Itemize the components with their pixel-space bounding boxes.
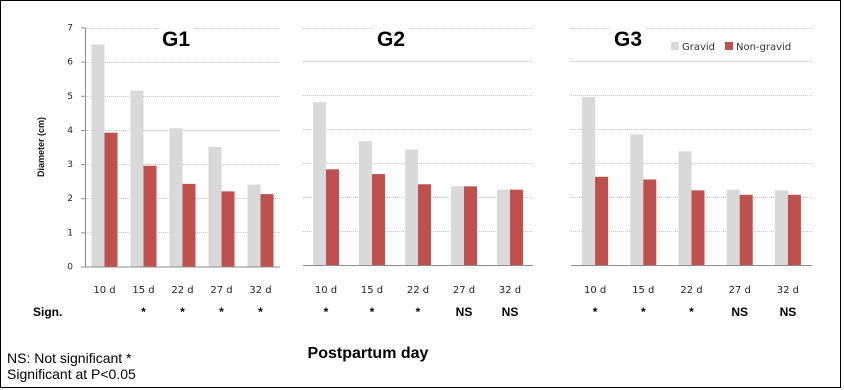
bar-g3-non-gravid	[739, 194, 753, 265]
significance-mark: NS	[456, 305, 473, 319]
bar-g2-non-gravid	[372, 174, 385, 265]
x-tick-label: 27 d	[729, 285, 751, 296]
bar-g3-non-gravid	[691, 190, 705, 265]
bar-g1-gravid	[247, 184, 261, 267]
bar-g2-gravid	[359, 141, 372, 265]
bar-g2-non-gravid	[464, 186, 477, 265]
bar-g1-gravid	[208, 147, 222, 267]
panel-title-background-g1	[157, 27, 195, 52]
bar-g2-non-gravid	[326, 169, 339, 265]
bar-g1-gravid	[91, 44, 105, 267]
panel-title-g2: G2	[377, 28, 405, 51]
significance-mark: NS	[502, 305, 519, 319]
significance-mark: *	[324, 305, 329, 319]
bar-g1-non-gravid	[221, 191, 235, 267]
x-tick-label: 32 d	[499, 285, 521, 296]
bar-g3-non-gravid	[787, 194, 801, 265]
bar-g3-non-gravid	[643, 179, 657, 265]
bar-g2-gravid	[497, 189, 510, 265]
x-tick-label: 22 d	[680, 285, 702, 296]
bar-g3-gravid	[582, 97, 596, 265]
y-tick-label: 2	[67, 194, 73, 204]
x-tick-label: 10 d	[93, 285, 115, 296]
bar-g2-gravid	[451, 186, 464, 265]
significance-mark: *	[641, 305, 646, 319]
bar-g2-gravid	[405, 149, 418, 265]
y-tick-label: 3	[67, 160, 73, 170]
bar-g2-gravid	[313, 102, 326, 266]
significance-mark: *	[689, 305, 694, 319]
legend: Gravid Non-gravid	[671, 42, 791, 53]
bar-g1-non-gravid	[104, 132, 118, 267]
bar-g1-non-gravid	[182, 183, 196, 267]
panel-g1: 0 1 2 3 4 5 6 7 Diameter (cm) 10 d 15 d * 22 d * 27 d *…	[36, 24, 280, 319]
legend-swatch-non-gravid	[725, 42, 733, 50]
significance-mark: *	[370, 305, 375, 319]
y-tick-label: 4	[67, 126, 73, 136]
legend-swatch-gravid	[671, 42, 679, 50]
bar-g3-gravid	[630, 134, 644, 265]
bar-g1-non-gravid	[143, 165, 157, 267]
panel-title-g1: G1	[162, 28, 190, 51]
y-tick-label: 5	[67, 92, 73, 102]
panel-title-background-g2	[372, 27, 410, 52]
legend-label-gravid: Gravid	[682, 42, 715, 53]
x-tick-label: 15 d	[632, 285, 654, 296]
bar-g3-gravid	[726, 189, 740, 265]
y-tick-label: 6	[67, 58, 73, 68]
bar-g2-non-gravid	[510, 189, 523, 265]
x-tick-label: 22 d	[171, 285, 193, 296]
x-axis-title: Postpartum day	[308, 345, 429, 362]
significance-row-label: Sign.	[33, 305, 62, 319]
x-tick-label: 27 d	[210, 285, 232, 296]
significance-mark: NS	[780, 305, 797, 319]
panel-title-g3: G3	[614, 28, 642, 51]
bar-g1-gravid	[169, 128, 183, 267]
y-tick-label: 7	[67, 24, 73, 34]
significance-mark: *	[141, 305, 146, 319]
x-tick-label: 32 d	[249, 285, 271, 296]
significance-mark: NS	[731, 305, 748, 319]
bar-g2-non-gravid	[418, 184, 431, 265]
significance-mark: *	[258, 305, 263, 319]
legend-label-non-gravid: Non-gravid	[736, 42, 791, 53]
panel-title-background-g3	[609, 27, 647, 52]
x-tick-label: 22 d	[407, 285, 429, 296]
bar-g3-gravid	[774, 190, 788, 265]
x-tick-label: 32 d	[777, 285, 799, 296]
bar-g1-gravid	[130, 90, 144, 267]
note-line-1: NS: Not significant *	[7, 350, 132, 366]
x-tick-label: 15 d	[132, 285, 154, 296]
bar-g3-non-gravid	[595, 176, 609, 265]
x-tick-label: 15 d	[361, 285, 383, 296]
note-line-2: Significant at P<0.05	[7, 366, 136, 382]
y-axis-title: Diameter (cm)	[36, 117, 46, 177]
y-tick-label: 0	[67, 263, 73, 273]
significance-mark: *	[180, 305, 185, 319]
panel-g3: 10 d * 15 d * 22 d * 27 d NS 32 d NS	[571, 28, 812, 319]
significance-mark: *	[219, 305, 224, 319]
bar-g3-gravid	[678, 151, 692, 265]
significance-mark: *	[416, 305, 421, 319]
x-tick-label: 10 d	[315, 285, 337, 296]
x-tick-label: 10 d	[584, 285, 606, 296]
x-tick-label: 27 d	[453, 285, 475, 296]
bar-g1-non-gravid	[260, 194, 274, 267]
panel-g2: 10 d * 15 d * 22 d * 27 d NS 32 d NS	[303, 28, 533, 319]
significance-mark: *	[593, 305, 598, 319]
y-tick-label: 1	[67, 228, 73, 238]
